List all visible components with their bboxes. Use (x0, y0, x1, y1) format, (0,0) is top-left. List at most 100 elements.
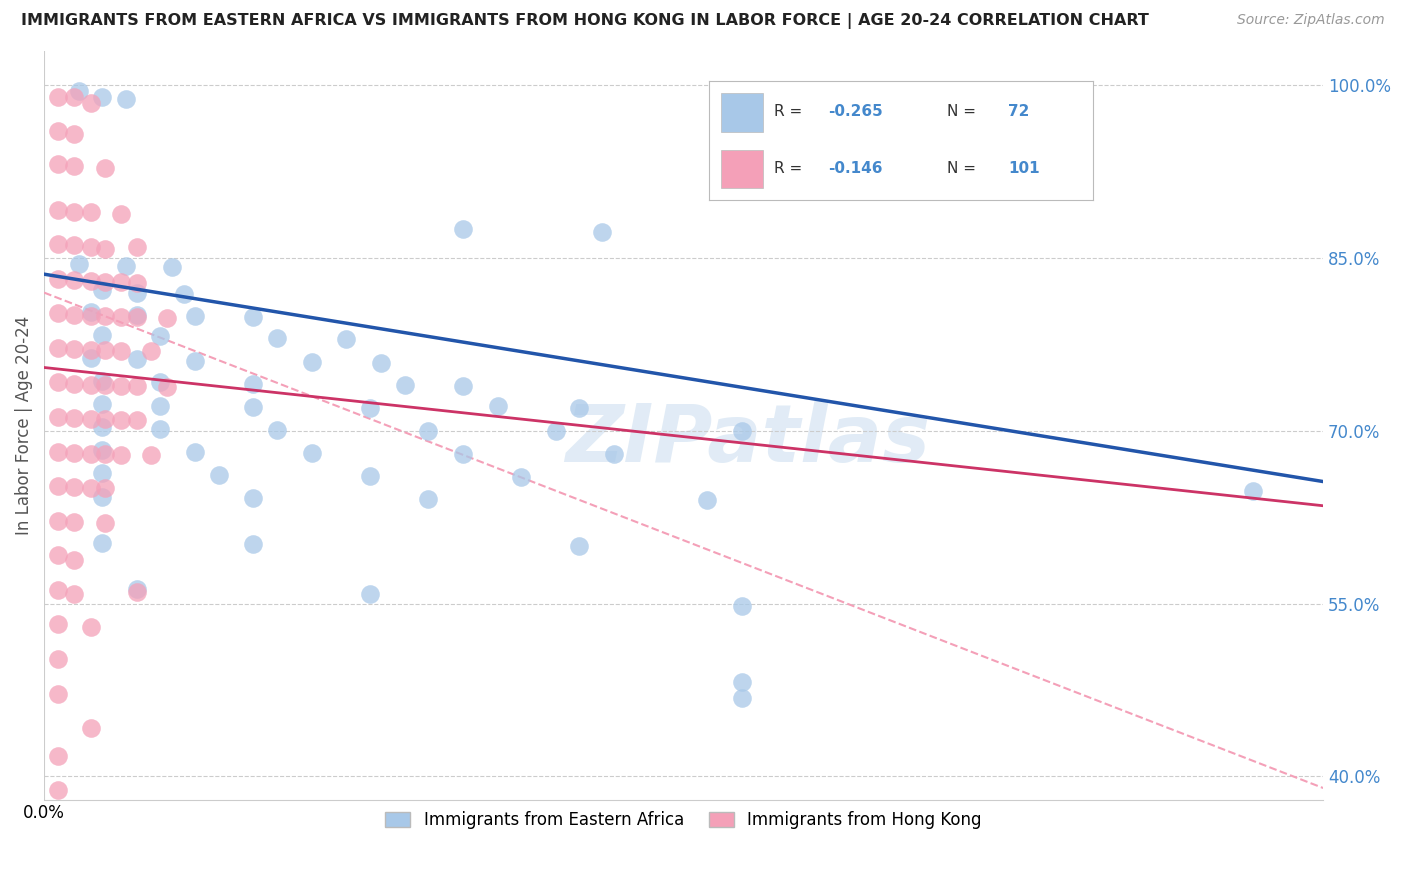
Point (46, 582, 69, 597)
Point (359, 468, 381, 483)
Point (696, 493, 718, 508)
Point (173, 286, 195, 301)
Point (591, 225, 613, 239)
Point (731, 424, 754, 438)
Point (242, 491, 264, 505)
Point (93, 161, 115, 176)
Point (149, 329, 172, 343)
Point (46, 156, 69, 170)
Point (93, 309, 115, 323)
Point (127, 239, 149, 253)
Point (114, 92, 136, 106)
Point (93, 447, 115, 461)
Point (184, 309, 207, 323)
Point (127, 310, 149, 324)
Point (79, 309, 101, 323)
Point (93, 242, 115, 256)
Point (79, 205, 101, 219)
Point (63, 308, 86, 322)
Point (63, 411, 86, 425)
Point (63, 273, 86, 287)
Point (359, 401, 381, 415)
Text: ZIPatlas: ZIPatlas (565, 401, 931, 479)
Point (93, 482, 115, 496)
Point (1241, 483, 1264, 498)
Point (149, 421, 172, 435)
Point (110, 448, 132, 462)
Point (486, 399, 509, 413)
Point (46, 410, 69, 425)
Y-axis label: In Labor Force | Age 20-24: In Labor Force | Age 20-24 (15, 316, 32, 534)
Point (139, 344, 162, 359)
Point (46, 272, 69, 286)
Point (127, 585, 149, 599)
Point (63, 127, 86, 141)
Point (114, 259, 136, 273)
Point (79, 412, 101, 426)
Point (79, 620, 101, 634)
Point (46, 444, 69, 458)
Point (568, 401, 591, 415)
Point (63, 342, 86, 356)
Point (603, 447, 626, 461)
Point (156, 380, 179, 394)
Point (110, 344, 132, 359)
Point (91, 328, 114, 343)
Point (149, 399, 172, 413)
Point (156, 310, 179, 325)
Point (184, 353, 207, 368)
Point (63, 587, 86, 601)
Point (242, 537, 264, 551)
Point (127, 413, 149, 427)
Point (79, 343, 101, 358)
Point (46, 514, 69, 528)
Point (79, 274, 101, 288)
Point (67, 257, 90, 271)
Point (79, 721, 101, 735)
Point (359, 587, 381, 601)
Point (63, 238, 86, 252)
Point (63, 376, 86, 391)
Point (91, 490, 114, 504)
Point (91, 89, 114, 103)
Point (544, 424, 567, 438)
Point (266, 423, 288, 437)
Point (110, 413, 132, 427)
Point (93, 377, 115, 392)
Point (46, 617, 69, 632)
Point (127, 277, 149, 291)
Point (93, 343, 115, 358)
Point (731, 675, 754, 690)
Legend: Immigrants from Eastern Africa, Immigrants from Hong Kong: Immigrants from Eastern Africa, Immigran… (378, 805, 988, 836)
Point (93, 516, 115, 530)
Point (509, 470, 531, 484)
Point (46, 549, 69, 563)
Text: Source: ZipAtlas.com: Source: ZipAtlas.com (1237, 13, 1385, 28)
Point (79, 447, 101, 461)
Point (63, 446, 86, 460)
Point (184, 444, 207, 458)
Point (370, 356, 392, 370)
Point (46, 748, 69, 763)
Point (79, 239, 101, 253)
Point (63, 515, 86, 529)
Point (46, 687, 69, 701)
Point (127, 582, 149, 596)
Point (451, 447, 474, 461)
Point (79, 305, 101, 319)
Point (242, 310, 264, 324)
Point (301, 446, 323, 460)
Point (416, 491, 439, 506)
Point (127, 379, 149, 393)
Point (79, 377, 101, 392)
Point (266, 330, 288, 344)
Point (91, 467, 114, 481)
Point (46, 652, 69, 666)
Point (79, 95, 101, 110)
Point (46, 376, 69, 390)
Point (46, 124, 69, 138)
Point (63, 205, 86, 219)
Point (91, 374, 114, 388)
Point (79, 482, 101, 496)
Point (63, 159, 86, 173)
